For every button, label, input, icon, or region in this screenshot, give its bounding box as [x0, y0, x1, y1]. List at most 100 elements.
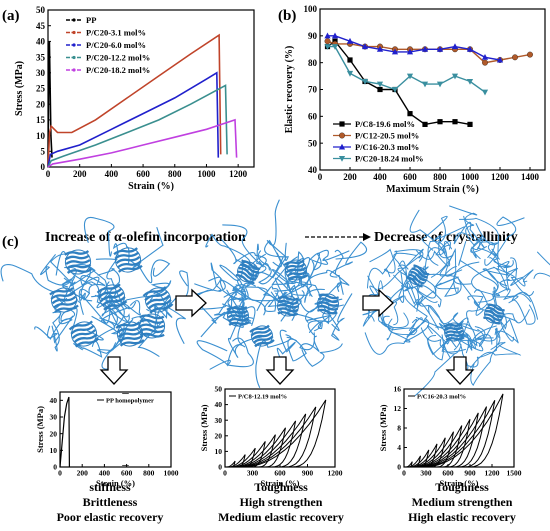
lamella-fold — [235, 274, 255, 284]
legend-label: P/C12-20.5 mol% — [355, 131, 419, 141]
polymer-chain — [414, 334, 455, 397]
crystal-outline — [251, 325, 273, 347]
polymer-chain — [364, 318, 417, 355]
lamella-fold — [116, 260, 142, 269]
data-point — [391, 87, 399, 93]
y-tick-label: 100 — [304, 4, 318, 14]
x-tick-label: 1200 — [229, 169, 248, 179]
polymer-chain — [83, 216, 115, 257]
y-tick-label: 0 — [41, 162, 46, 172]
caption-c2: Toughness High strengthen Medium elastic… — [218, 480, 344, 524]
lamella-fold — [240, 263, 259, 274]
lamella-fold — [139, 318, 165, 324]
y-tick-label: 90 — [308, 31, 318, 41]
plot-frame — [319, 8, 546, 171]
polymer-chain — [449, 205, 478, 246]
lamella-fold — [115, 256, 141, 264]
caption-c2-line2: High strengthen — [240, 495, 323, 509]
series-line — [47, 118, 238, 168]
down-arrow-3 — [445, 356, 475, 385]
y-tick-label: 20 — [36, 99, 46, 109]
lamella-fold — [285, 266, 307, 274]
series-line — [47, 71, 220, 168]
polymer-chain — [232, 284, 246, 298]
caption-c3-line2: Medium strengthen — [412, 495, 513, 509]
data-point — [436, 45, 444, 52]
panel-label-c: (c) — [2, 234, 19, 250]
data-point — [422, 121, 428, 127]
crystal-outline — [114, 247, 142, 273]
lamella-fold — [317, 297, 339, 304]
x-tick-label: 300 — [420, 469, 432, 478]
crystal-outline — [484, 304, 504, 324]
polymer-chain — [139, 259, 171, 284]
lamella-fold — [66, 263, 92, 270]
right-arrow-1 — [175, 288, 207, 318]
lamella-fold — [408, 273, 425, 285]
hysteresis-cycle — [234, 434, 276, 468]
lamella-fold — [71, 329, 97, 339]
crystal-lamella — [138, 313, 166, 339]
legend-label: P/C8-19.6 mol% — [355, 119, 415, 129]
polymer-chain — [334, 249, 344, 295]
y-axis-label: Stress (MPa) — [378, 404, 388, 451]
x-tick-label: 200 — [343, 172, 357, 182]
data-point — [436, 81, 444, 88]
crystal-lamella — [249, 324, 275, 348]
y-tick-label: 20 — [50, 429, 58, 438]
data-point — [451, 73, 459, 80]
y-tick-label: 45 — [36, 21, 46, 31]
caption-c3: Toughness Medium strengthen High elastic… — [408, 480, 516, 524]
lamella-fold — [116, 325, 142, 334]
polymer-chain — [276, 329, 296, 363]
crystal-outline — [70, 321, 98, 347]
y-tick-label: 35 — [36, 52, 46, 62]
lamella-fold — [115, 321, 141, 329]
lamella-fold — [64, 250, 90, 256]
lamella-fold — [238, 267, 258, 277]
data-point — [421, 45, 429, 52]
x-tick-label: 600 — [403, 172, 417, 182]
lamella-fold — [118, 334, 144, 343]
polymer-chain — [459, 217, 500, 259]
polymer-chain — [51, 311, 62, 352]
lamella-fold — [228, 321, 250, 326]
lamella-fold — [70, 324, 95, 335]
hysteresis-cycle — [418, 406, 487, 468]
x-tick-label: 600 — [442, 469, 454, 478]
lamella-fold — [410, 270, 426, 282]
panel-label-b: (b) — [278, 8, 296, 24]
polymer-networks — [0, 199, 550, 397]
lamella-fold — [117, 330, 143, 338]
data-point — [339, 132, 345, 139]
lamella-fold — [252, 335, 274, 344]
plot-frame — [59, 391, 172, 468]
crystal-lamella — [64, 249, 92, 275]
polymer-chain — [221, 239, 267, 266]
chart-c1: 0 200 400 600 800 1000 0 10 20 30 40 Strain (%) Stre… — [35, 391, 179, 488]
polymer-chain — [377, 254, 422, 290]
down-arrow-1 — [99, 356, 129, 385]
y-tick-label: 4 — [397, 443, 401, 452]
lamella-fold — [65, 259, 91, 265]
legend-marker — [72, 18, 76, 22]
polymer-chain — [471, 266, 501, 297]
data-point — [338, 143, 346, 150]
lamella-fold — [316, 308, 338, 315]
crystal-lamella — [277, 295, 299, 317]
legend-label: P/C16-20.3 mol% — [417, 394, 466, 401]
x-tick-label: 200 — [77, 469, 89, 478]
y-tick-label: 16 — [394, 385, 402, 394]
legend-marker — [72, 68, 76, 72]
y-tick-label: 80 — [308, 58, 318, 68]
data-point — [339, 121, 345, 127]
polymer-chain — [279, 290, 305, 322]
crystal-outline — [138, 313, 166, 339]
data-point — [481, 54, 489, 60]
polymer-chain — [421, 215, 448, 251]
polymer-chain — [286, 336, 307, 362]
polymer-chain — [484, 216, 525, 266]
plot-frame — [224, 388, 336, 468]
lamella-fold — [283, 259, 305, 266]
crystal-lamella — [316, 293, 340, 315]
